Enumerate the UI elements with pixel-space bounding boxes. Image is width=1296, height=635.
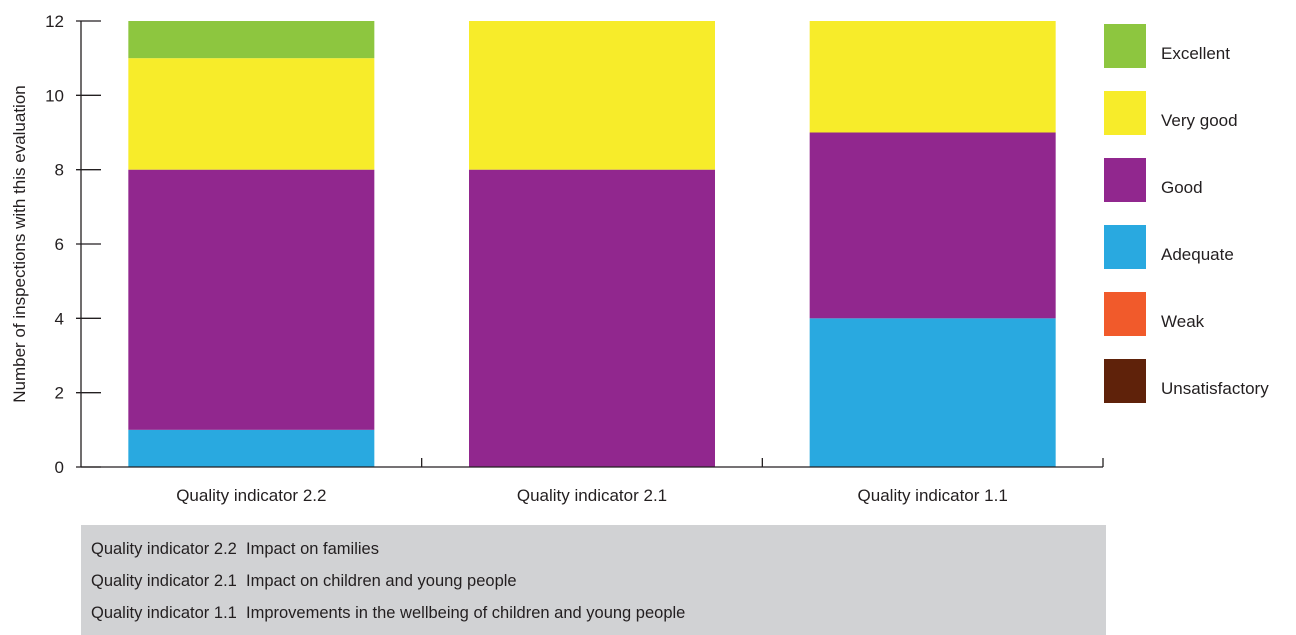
legend-label-good: Good [1161, 178, 1203, 197]
bar-segment-very-good [128, 58, 375, 170]
bar-segment-very-good [809, 21, 1056, 133]
bar-segment-excellent [128, 21, 375, 59]
y-tick-label: 4 [55, 309, 64, 328]
y-axis-title: Number of inspections with this evaluati… [10, 85, 29, 403]
bar-segment-good [128, 169, 375, 430]
y-tick-label: 12 [45, 12, 64, 31]
y-tick-label: 10 [45, 86, 64, 105]
y-tick-label: 0 [55, 458, 64, 477]
bar-segment-very-good [469, 21, 715, 170]
legend-label-very-good: Very good [1161, 111, 1238, 130]
legend: Excellent Very good Good Adequate Weak Unsati… [1104, 24, 1269, 403]
bar-segment-adequate [128, 429, 375, 467]
legend-swatch-excellent [1104, 24, 1146, 68]
legend-swatch-unsatisfactory [1104, 359, 1146, 403]
bar-segment-adequate [809, 318, 1056, 467]
legend-swatch-very-good [1104, 91, 1146, 135]
legend-label-weak: Weak [1161, 312, 1205, 331]
key-line: Quality indicator 2.2 Impact on families [91, 540, 379, 558]
key-line: Quality indicator 2.1 Impact on children… [91, 572, 517, 590]
key-line: Quality indicator 1.1 Improvements in th… [91, 604, 686, 622]
y-tick-label: 8 [55, 161, 64, 180]
stacked-bar-chart: Quality indicator 2.2 Quality indicator 2… [10, 12, 1269, 505]
legend-swatch-adequate [1104, 225, 1146, 269]
y-tick-label: 2 [55, 384, 64, 403]
x-tick-label: Quality indicator 1.1 [858, 486, 1008, 505]
legend-swatch-good [1104, 158, 1146, 202]
legend-label-adequate: Adequate [1161, 245, 1234, 264]
x-tick-label: Quality indicator 2.1 [517, 486, 667, 505]
bars-layer [128, 21, 1056, 467]
legend-swatch-weak [1104, 292, 1146, 336]
legend-label-unsatisfactory: Unsatisfactory [1161, 379, 1269, 398]
axes-layer: Quality indicator 2.2 Quality indicator 2… [45, 12, 1104, 505]
legend-label-excellent: Excellent [1161, 44, 1230, 63]
y-tick-label: 6 [55, 235, 64, 254]
x-tick-label: Quality indicator 2.2 [176, 486, 326, 505]
bar-segment-good [469, 169, 715, 467]
indicator-key: Quality indicator 2.2 Impact on families… [81, 525, 1106, 635]
bar-segment-good [809, 132, 1056, 319]
